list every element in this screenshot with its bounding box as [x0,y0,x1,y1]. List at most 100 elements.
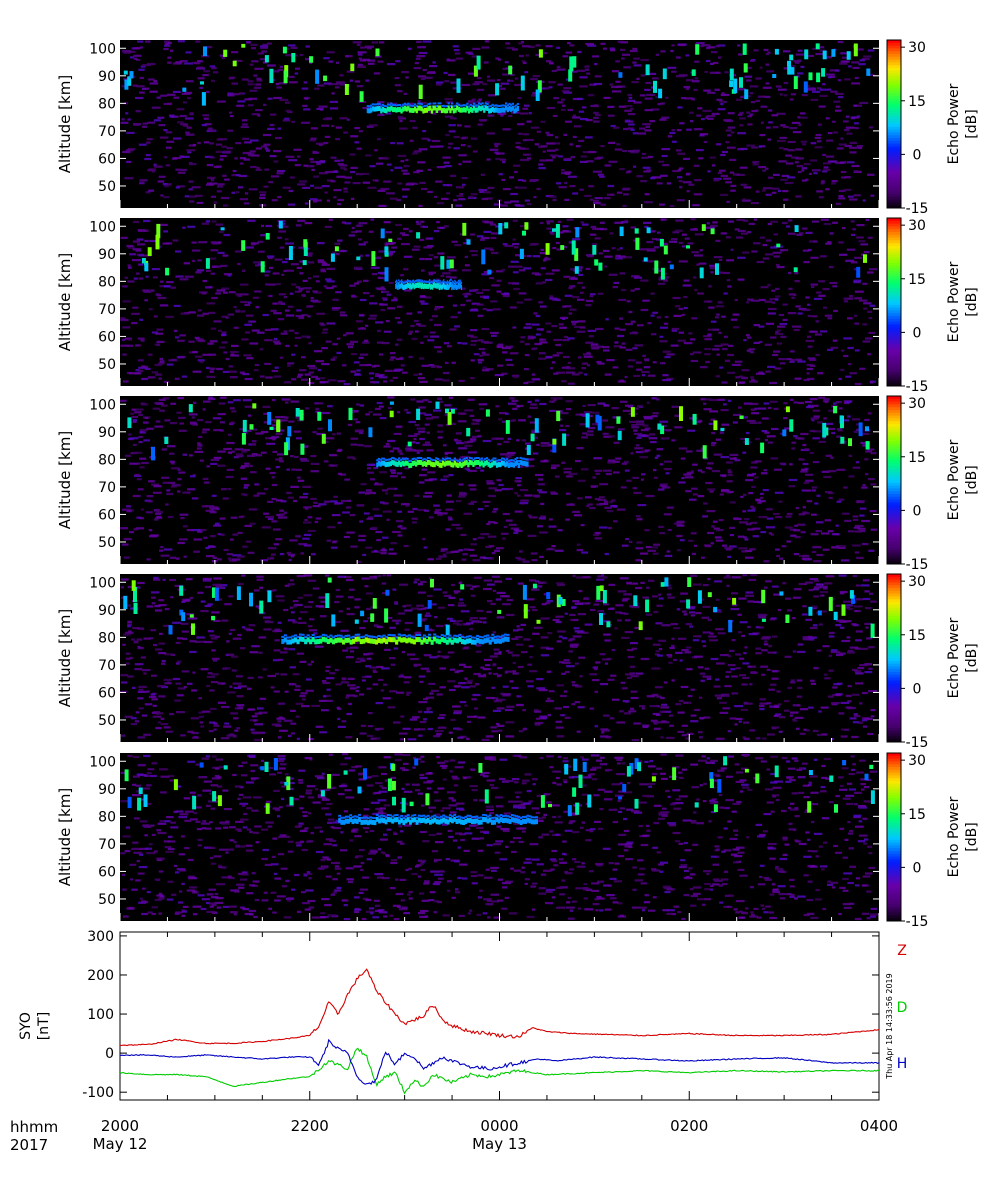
noise-cell [365,79,370,82]
echo-layer-segment [393,107,396,113]
noise-cell [164,42,169,45]
noise-cell [813,560,822,563]
noise-cell [326,51,335,54]
noise-cell [256,492,266,495]
noise-cell [310,470,319,473]
noise-cell [305,58,313,61]
noise-cell [775,516,783,519]
noise-cell [549,62,554,65]
noise-cell [613,126,620,129]
noise-cell [835,524,839,527]
noise-cell [436,430,444,433]
noise-cell [815,521,824,524]
echo-layer-segment [435,108,439,113]
noise-cell [265,467,271,470]
noise-cell [843,300,848,303]
noise-cell [314,291,322,294]
noise-cell [316,142,325,145]
noise-cell [420,302,429,305]
colorbar-swatch [887,377,901,381]
noise-cell [299,260,305,263]
noise-cell [444,225,449,228]
noise-cell [641,156,649,159]
colorbar-swatch [887,104,901,108]
noise-cell [771,114,779,117]
noise-cell [305,45,310,48]
noise-cell [175,275,184,278]
noise-cell [820,88,828,91]
sporadic-echo [522,230,526,236]
noise-cell [620,41,628,44]
noise-cell [318,143,323,147]
noise-cell [303,81,308,84]
noise-cell [339,83,346,86]
noise-cell [562,225,569,228]
echo-layer-edge [445,105,449,108]
noise-cell [726,200,731,203]
noise-cell [374,514,383,517]
noise-cell [273,160,279,163]
echo-layer-edge [399,280,401,283]
echo-layer-edge [478,102,481,105]
noise-cell [851,116,857,119]
noise-cell [563,467,573,470]
noise-cell [545,45,553,48]
noise-cell [257,114,261,117]
noise-cell [636,436,642,439]
noise-cell [321,263,330,266]
noise-cell [417,100,421,103]
noise-cell [329,107,339,110]
noise-cell [589,83,597,86]
noise-cell [225,316,229,319]
noise-cell [807,303,811,306]
noise-cell [316,432,325,436]
echo-layer-segment [464,107,467,113]
sporadic-echo [699,267,704,279]
noise-cell [719,100,723,103]
noise-cell [546,149,556,152]
noise-cell [823,306,827,309]
noise-cell [243,484,250,487]
noise-cell [758,500,766,503]
sporadic-echo [447,412,452,425]
noise-cell [823,166,829,169]
noise-cell [628,123,635,126]
noise-cell [555,475,560,478]
echo-layer-edge [510,103,513,106]
noise-cell [810,283,818,286]
noise-cell [553,399,557,402]
echo-layer-edge [425,104,428,107]
noise-cell [589,506,596,510]
noise-cell [458,163,462,166]
noise-cell [756,260,765,264]
noise-cell [368,317,377,320]
noise-cell [635,547,643,550]
noise-cell [552,114,558,117]
noise-cell [389,548,394,551]
noise-cell [468,470,472,473]
noise-cell [138,441,143,444]
noise-cell [759,236,766,239]
echo-layer-segment [437,283,439,289]
noise-cell [737,132,746,135]
noise-cell [501,488,509,491]
noise-cell [151,483,159,486]
noise-cell [732,313,740,316]
noise-cell [467,440,473,443]
noise-cell [368,230,374,233]
noise-cell [552,354,560,357]
noise-cell [231,410,237,413]
noise-cell [206,269,211,272]
noise-cell [683,279,690,282]
noise-cell [188,340,195,343]
noise-cell [602,419,609,422]
noise-cell [413,438,417,441]
noise-cell [794,61,800,64]
noise-cell [264,339,273,342]
noise-cell [211,296,218,300]
noise-cell [765,526,775,529]
noise-cell [153,165,163,168]
noise-cell [132,494,141,498]
noise-cell [232,533,239,536]
noise-cell [736,236,743,239]
